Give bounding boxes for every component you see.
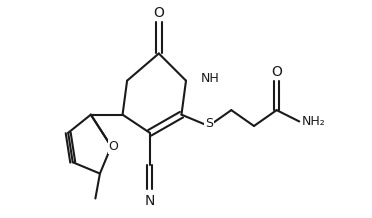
Text: S: S (205, 117, 213, 130)
Text: NH₂: NH₂ (302, 115, 325, 128)
Text: N: N (145, 194, 155, 208)
Text: O: O (271, 65, 282, 79)
Text: O: O (109, 140, 118, 153)
Text: NH: NH (201, 72, 219, 85)
Text: O: O (153, 6, 164, 20)
